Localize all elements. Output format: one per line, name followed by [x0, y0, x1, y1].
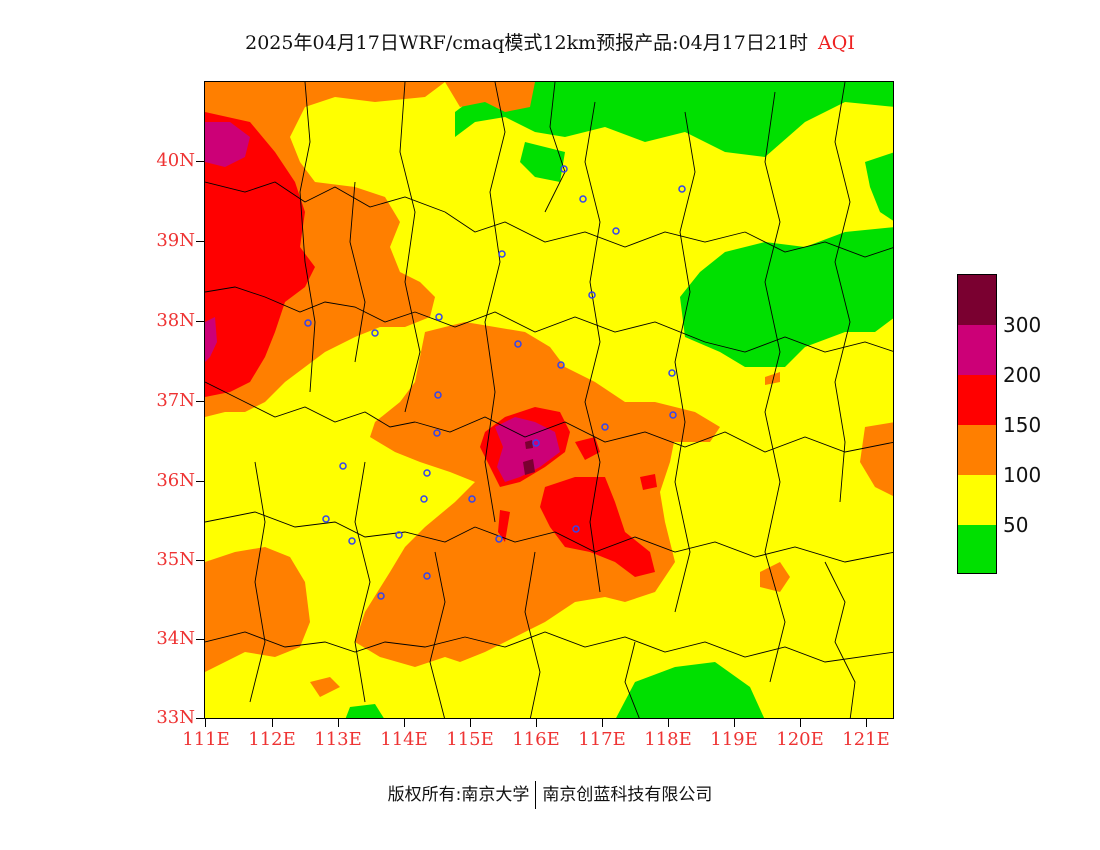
lon-tick — [734, 719, 735, 727]
lon-label-121e: 121E — [842, 729, 890, 750]
legend-label-200: 200 — [1003, 363, 1042, 387]
zone-green-north2 — [520, 142, 565, 182]
lat-tick — [196, 639, 204, 640]
legend-swatch-100-150 — [958, 425, 996, 475]
lon-tick — [272, 719, 273, 727]
lon-label-112e: 112E — [248, 729, 296, 750]
legend-swatch-150-200 — [958, 375, 996, 425]
lon-tick — [866, 719, 867, 727]
aqi-contour-map — [205, 82, 893, 718]
zone-red-blob1 — [575, 437, 600, 460]
legend-swatch-0-50 — [958, 525, 996, 573]
zone-red-blob3 — [498, 510, 510, 542]
lon-label-116e: 116E — [512, 729, 560, 750]
map-title: 2025年04月17日WRF/cmaq模式12km预报产品:04月17日21时 A… — [0, 28, 1100, 55]
zone-orange-blob3 — [310, 677, 340, 697]
lat-tick — [196, 560, 204, 561]
zone-orange-blob1 — [860, 422, 893, 496]
zone-magenta-west — [205, 317, 217, 362]
lon-tick — [205, 719, 206, 727]
zone-maroon-1 — [523, 459, 535, 475]
title-main: 2025年04月17日WRF/cmaq模式12km预报产品:04月17日21时 — [245, 32, 809, 54]
lat-label-33n: 33N — [156, 707, 195, 728]
zone-orange-east1 — [585, 402, 720, 442]
lat-tick — [196, 241, 204, 242]
zone-magenta-nw — [205, 122, 250, 167]
lat-tick — [196, 718, 204, 719]
zone-orange-west — [205, 547, 310, 672]
zone-red-south — [540, 477, 655, 577]
zone-green-sw — [345, 704, 384, 718]
lat-label-37n: 37N — [156, 390, 195, 411]
aqi-map — [204, 81, 894, 719]
legend-swatch-above-300 — [958, 275, 996, 325]
lon-label-119e: 119E — [710, 729, 758, 750]
lat-tick — [196, 321, 204, 322]
lat-label-40n: 40N — [156, 150, 195, 171]
zone-green-east — [680, 227, 893, 367]
aqi-legend — [957, 274, 997, 574]
zone-orange-center — [355, 322, 675, 667]
zone-green-ne — [865, 152, 893, 221]
lon-tick — [668, 719, 669, 727]
zone-green-south — [616, 662, 765, 718]
lat-tick — [196, 481, 204, 482]
lat-label-34n: 34N — [156, 628, 195, 649]
legend-swatch-200-300 — [958, 325, 996, 375]
copyright-left: 版权所有:南京大学 — [387, 785, 530, 805]
lon-label-120e: 120E — [776, 729, 824, 750]
legend-label-50: 50 — [1003, 513, 1029, 537]
lon-tick — [602, 719, 603, 727]
lat-label-38n: 38N — [156, 310, 195, 331]
legend-swatch-50-100 — [958, 475, 996, 525]
lon-label-117e: 117E — [578, 729, 626, 750]
footer-divider — [535, 781, 537, 809]
zone-red-west — [205, 112, 315, 397]
lon-tick — [338, 719, 339, 727]
legend-label-300: 300 — [1003, 313, 1042, 337]
lon-tick — [404, 719, 405, 727]
lat-tick — [196, 161, 204, 162]
zone-magenta-center — [495, 417, 560, 482]
legend-label-150: 150 — [1003, 413, 1042, 437]
lat-label-39n: 39N — [156, 230, 195, 251]
zone-maroon-2 — [525, 440, 533, 449]
boundary-lines — [205, 82, 893, 718]
lon-tick — [470, 719, 471, 727]
lon-tick — [536, 719, 537, 727]
lon-label-111e: 111E — [182, 729, 230, 750]
copyright-right: 南京创蓝科技有限公司 — [542, 785, 713, 805]
lat-label-36n: 36N — [156, 470, 195, 491]
copyright-footer: 版权所有:南京大学 南京创蓝科技有限公司 — [0, 780, 1100, 809]
legend-label-100: 100 — [1003, 463, 1042, 487]
title-variable: AQI — [818, 32, 855, 54]
zone-orange-blob4 — [765, 372, 780, 385]
lon-label-115e: 115E — [446, 729, 494, 750]
lon-label-114e: 114E — [380, 729, 428, 750]
lon-label-118e: 118E — [644, 729, 692, 750]
lon-tick — [800, 719, 801, 727]
zone-orange-top — [445, 82, 535, 112]
lat-tick — [196, 401, 204, 402]
zone-green-north — [455, 82, 893, 157]
city-stations — [304, 165, 686, 600]
lon-label-113e: 113E — [314, 729, 362, 750]
zone-red-blob2 — [640, 474, 657, 490]
zone-orange-blob2 — [760, 562, 790, 592]
lat-label-35n: 35N — [156, 549, 195, 570]
